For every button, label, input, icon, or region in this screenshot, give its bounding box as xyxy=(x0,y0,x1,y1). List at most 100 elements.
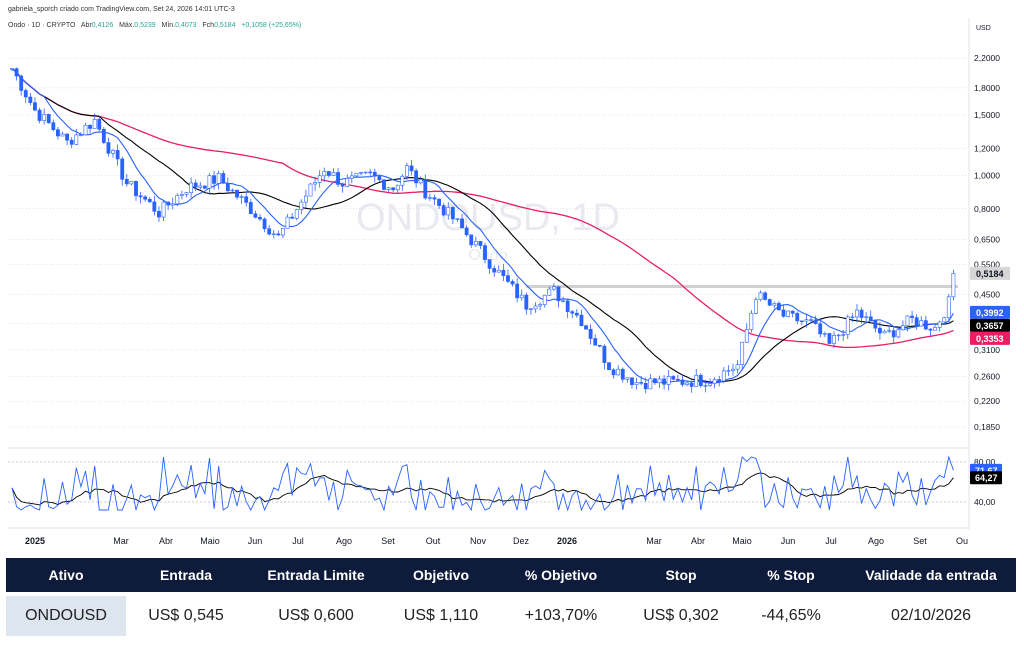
candle-body xyxy=(377,175,382,181)
candle-body xyxy=(781,309,786,317)
candle-body xyxy=(478,241,483,246)
candle-body xyxy=(317,175,322,183)
y-tick-label: 0,5500 xyxy=(974,260,1000,270)
candle-body xyxy=(501,269,506,276)
candle-body xyxy=(414,170,419,184)
x-tick-label: Ago xyxy=(868,536,884,546)
table-cell: ONDOUSD xyxy=(6,596,126,636)
candle-body xyxy=(37,109,42,121)
candle-body xyxy=(887,330,892,332)
candle-body xyxy=(460,218,464,229)
ma-mid-line xyxy=(11,68,954,383)
candle-body xyxy=(832,335,836,344)
candle-body xyxy=(795,313,800,322)
candle-body xyxy=(405,165,409,177)
candle-body xyxy=(65,133,70,141)
candle-body xyxy=(166,201,171,206)
candle-body xyxy=(441,205,446,216)
candle-body xyxy=(313,182,317,185)
candle-body xyxy=(225,182,230,192)
candle-body xyxy=(776,303,781,311)
x-tick-label: Abr xyxy=(691,536,705,546)
candle-body xyxy=(933,327,937,331)
table-cell: +103,70% xyxy=(524,607,598,624)
candle-body xyxy=(910,315,914,318)
candle-body xyxy=(607,362,611,371)
close-label: Fch xyxy=(202,22,215,29)
x-tick-label: Nov xyxy=(470,536,487,546)
candle-body xyxy=(579,314,584,326)
table-cell: 02/10/2026 xyxy=(890,607,972,624)
candle-body xyxy=(97,119,102,130)
candle-body xyxy=(951,273,956,298)
candle-body xyxy=(822,333,827,335)
candle-body xyxy=(239,196,244,198)
x-tick-label: Jul xyxy=(292,536,304,546)
candle-body xyxy=(51,122,56,131)
y-tick-label: 0,3100 xyxy=(974,345,1000,355)
trade-table-row: ONDOUSD US$ 0,545 US$ 0,600 US$ 1,110 +103,7… xyxy=(6,596,1016,636)
candle-body xyxy=(855,309,859,318)
candle-body xyxy=(754,299,758,314)
high-value: 0,5239 xyxy=(134,22,156,29)
candle-body xyxy=(492,268,497,273)
candle-body xyxy=(630,377,634,385)
candle-body xyxy=(180,194,184,196)
candle-body xyxy=(258,216,262,220)
candle-body xyxy=(464,227,469,236)
candle-body xyxy=(14,68,19,77)
candle-body xyxy=(69,139,74,145)
candle-body xyxy=(143,196,148,200)
candle-body xyxy=(294,209,299,219)
candle-body xyxy=(749,312,754,330)
candle-body xyxy=(708,383,712,386)
rsi-value-label: 71,67 xyxy=(975,466,998,476)
candle-body xyxy=(809,319,813,321)
candle-body xyxy=(510,281,515,285)
price-chart[interactable]: USD 2,2000 1,8000 1,5000 1,2000 1,0000 0,8000 0… xyxy=(0,0,1024,555)
candle-body xyxy=(60,133,65,137)
candle-body xyxy=(409,165,414,172)
candle-body xyxy=(914,317,919,327)
table-header-cell: Stop xyxy=(665,567,697,583)
candle-body xyxy=(267,228,272,235)
candle-body xyxy=(189,182,194,193)
candle-body xyxy=(88,124,92,129)
table-cell: US$ 0,302 xyxy=(643,607,719,624)
candle-body xyxy=(33,102,37,111)
candle-body xyxy=(625,377,630,380)
candle-body xyxy=(138,195,143,198)
x-tick-label: 2026 xyxy=(557,536,577,546)
candle-body xyxy=(891,330,896,338)
ma-slow-line xyxy=(11,68,954,349)
ma-price-label: 0,3992 xyxy=(976,308,1004,318)
candle-body xyxy=(694,374,699,387)
rsi-value-box xyxy=(970,471,1002,485)
candle-body xyxy=(349,175,354,179)
candle-body xyxy=(212,175,216,184)
candle-body xyxy=(19,75,24,91)
candle-body xyxy=(382,179,386,190)
rsi-tick-label: 40,00 xyxy=(974,497,996,507)
symbol-label: Ondo · 1D · CRYPTO xyxy=(8,22,76,29)
low-value: 0,4073 xyxy=(175,22,197,29)
candle-body xyxy=(946,296,951,319)
candle-body xyxy=(281,228,285,236)
candle-body xyxy=(354,172,359,177)
candle-body xyxy=(115,150,120,160)
candle-body xyxy=(529,308,533,310)
y-tick-label: 0,2200 xyxy=(974,396,1000,406)
candle-body xyxy=(717,379,722,382)
candle-body xyxy=(134,181,138,197)
candle-body xyxy=(772,303,777,306)
candle-body xyxy=(593,338,598,346)
candle-body xyxy=(653,378,657,384)
candle-body xyxy=(538,304,543,307)
candle-body xyxy=(533,305,538,310)
candle-body xyxy=(129,181,134,185)
candle-body xyxy=(56,129,60,137)
candle-body xyxy=(845,316,850,335)
rsi-tick-label: 80,00 xyxy=(974,457,996,467)
x-tick-label: Set xyxy=(913,536,927,546)
y-tick-label: 0,1850 xyxy=(974,422,1000,432)
